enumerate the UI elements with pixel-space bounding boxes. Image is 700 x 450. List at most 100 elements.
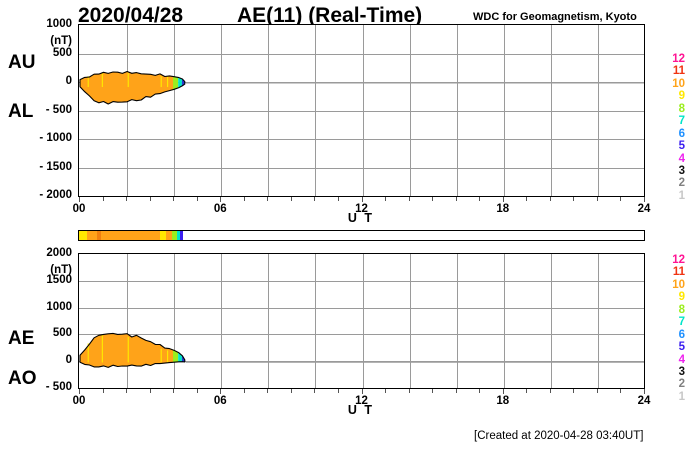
strip-segment bbox=[101, 231, 161, 240]
legend-item: 3 bbox=[678, 164, 685, 177]
gridline-vertical bbox=[362, 25, 364, 196]
legend-item: 2 bbox=[678, 177, 685, 190]
x-axis-tick bbox=[79, 389, 80, 394]
data-area-fill bbox=[172, 349, 179, 363]
x-axis-tick bbox=[149, 197, 151, 201]
x-axis-tick bbox=[526, 389, 528, 393]
legend-item: 12 bbox=[672, 53, 685, 65]
gridline-vertical bbox=[315, 254, 317, 388]
x-axis-tick bbox=[526, 197, 528, 201]
gridline-vertical bbox=[174, 254, 176, 388]
panel-au-al bbox=[78, 24, 645, 197]
gridline-vertical bbox=[174, 25, 176, 196]
y-tick-label: 500 bbox=[52, 46, 72, 59]
y-tick-label: 2000 bbox=[46, 247, 72, 259]
data-area-outline bbox=[79, 332, 186, 368]
legend-item: 11 bbox=[672, 65, 685, 78]
y-tick-label: 1500 bbox=[46, 273, 72, 286]
x-axis-tick bbox=[479, 389, 481, 393]
x-axis-title-bottom: U T bbox=[347, 403, 375, 417]
source-credit: WDC for Geomagnetism, Kyoto bbox=[473, 11, 637, 23]
strip-segment bbox=[160, 231, 167, 240]
x-axis-tick bbox=[173, 389, 175, 393]
x-axis-tick bbox=[432, 389, 434, 393]
x-axis-tick bbox=[573, 389, 575, 393]
legend-item: 5 bbox=[678, 341, 685, 354]
x-tick-label: 00 bbox=[72, 203, 86, 215]
gridline-horizontal bbox=[79, 281, 644, 282]
gridline-vertical bbox=[456, 25, 458, 196]
gridline-horizontal bbox=[79, 361, 644, 362]
x-axis-tick bbox=[361, 389, 363, 394]
footer-credit: [Created at 2020-04-28 03:40UT] bbox=[474, 430, 644, 442]
legend-item: 7 bbox=[678, 316, 685, 329]
data-area-fill bbox=[178, 77, 182, 88]
gridline-vertical bbox=[268, 254, 270, 388]
side-label-al: AL bbox=[8, 101, 34, 122]
legend-item: 8 bbox=[678, 303, 685, 316]
legend-item: 6 bbox=[678, 127, 685, 140]
x-axis-tick bbox=[596, 389, 598, 393]
strip-segment bbox=[79, 231, 88, 240]
x-axis-tick bbox=[267, 197, 269, 201]
gridline-vertical bbox=[550, 25, 552, 196]
y-tick-label: 0 bbox=[65, 354, 72, 367]
legend-item: 11 bbox=[672, 266, 685, 279]
legend-item: 12 bbox=[672, 254, 685, 266]
gridline-horizontal bbox=[79, 308, 644, 309]
data-area-fill bbox=[172, 76, 179, 90]
side-label-au: AU bbox=[8, 52, 36, 73]
strip-segment bbox=[171, 231, 177, 240]
x-axis-tick bbox=[596, 197, 598, 201]
x-tick-label: 18 bbox=[496, 395, 510, 407]
legend-item: 7 bbox=[678, 115, 685, 128]
strip-segment bbox=[166, 231, 172, 240]
y-tick-label: 500 bbox=[52, 327, 72, 340]
legend-top: 12 11 10 9 8 7 6 5 4 3 2 1 bbox=[655, 53, 685, 202]
x-axis-tick bbox=[102, 389, 104, 393]
x-axis-tick bbox=[243, 389, 245, 393]
gridline-vertical bbox=[409, 254, 411, 388]
plot-area-au-al bbox=[79, 70, 644, 105]
x-axis-tick bbox=[573, 197, 575, 201]
gridline-vertical bbox=[221, 25, 223, 196]
x-axis-tick bbox=[620, 197, 622, 201]
x-axis-tick bbox=[220, 197, 222, 202]
x-axis-tick bbox=[455, 389, 457, 393]
plot-area-ae-ao bbox=[79, 332, 644, 368]
legend-item: 10 bbox=[672, 77, 685, 90]
x-axis-tick bbox=[455, 197, 457, 201]
x-axis-title-top: U T bbox=[347, 211, 375, 225]
x-axis-tick bbox=[432, 197, 434, 201]
strip-segment bbox=[96, 231, 102, 240]
x-axis-tick bbox=[620, 389, 622, 393]
gridline-horizontal bbox=[79, 54, 644, 55]
gridline-vertical bbox=[550, 254, 552, 388]
legend-item: 6 bbox=[678, 328, 685, 341]
x-axis-tick bbox=[126, 389, 128, 393]
y-tick-label: 1000 bbox=[46, 18, 72, 30]
y-tick-label: - 1500 bbox=[39, 160, 72, 173]
y-tick-label: 0 bbox=[65, 75, 72, 87]
legend-item: 1 bbox=[678, 390, 685, 403]
x-axis-tick bbox=[267, 389, 269, 393]
x-axis-tick bbox=[502, 197, 504, 202]
x-axis-tick bbox=[149, 389, 151, 393]
gridline-vertical bbox=[221, 254, 223, 388]
gridline-horizontal bbox=[79, 168, 644, 169]
x-axis-tick bbox=[196, 197, 198, 201]
x-axis-tick bbox=[220, 389, 222, 394]
strip-segment bbox=[180, 231, 183, 240]
gridline-vertical bbox=[315, 25, 317, 196]
gridline-vertical bbox=[597, 254, 599, 388]
x-axis-tick bbox=[126, 197, 128, 201]
x-axis-tick bbox=[385, 197, 387, 201]
legend-item: 5 bbox=[678, 140, 685, 153]
x-axis-tick bbox=[502, 389, 504, 394]
x-axis-tick bbox=[644, 197, 645, 202]
x-axis-tick bbox=[196, 389, 198, 393]
x-axis-tick bbox=[408, 389, 410, 393]
x-tick-label: 06 bbox=[213, 203, 227, 215]
x-axis-tick bbox=[314, 197, 316, 201]
y-tick-label: - 2000 bbox=[39, 189, 72, 201]
